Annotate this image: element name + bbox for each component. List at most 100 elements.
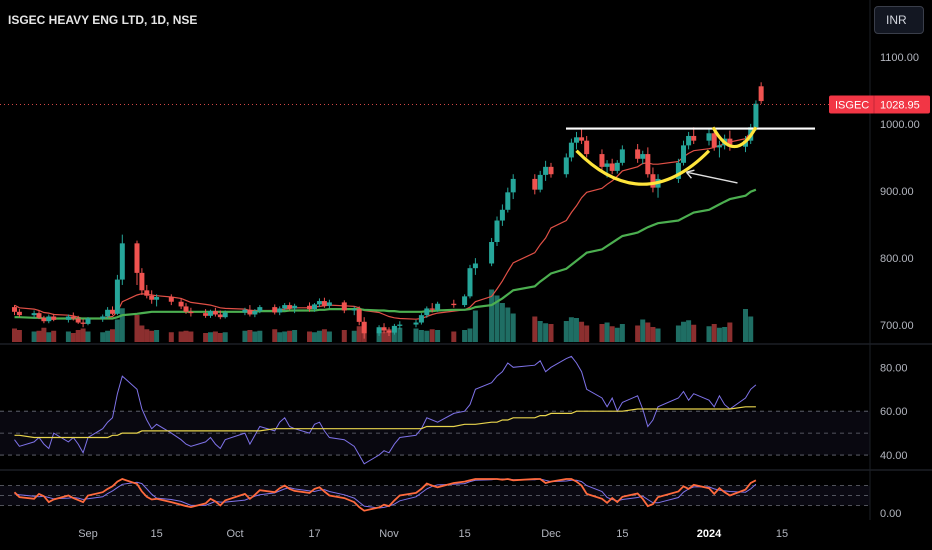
volume-bar bbox=[397, 327, 403, 342]
volume-bar bbox=[119, 308, 125, 342]
candle-body bbox=[635, 149, 641, 159]
volume-bar bbox=[287, 330, 293, 342]
candle-body bbox=[272, 307, 278, 313]
volume-bar bbox=[16, 330, 22, 342]
candle-body bbox=[139, 272, 145, 291]
candle-body bbox=[100, 316, 106, 319]
volume-bar bbox=[252, 331, 258, 342]
rsi-line bbox=[14, 355, 757, 465]
volume-bar bbox=[472, 310, 478, 342]
candle-body bbox=[351, 309, 357, 311]
candle-body bbox=[326, 302, 332, 306]
candle-body bbox=[247, 309, 253, 315]
candle-body bbox=[532, 178, 538, 190]
volume-bar bbox=[208, 332, 213, 342]
ema-slow-line bbox=[14, 188, 757, 320]
candle-body bbox=[217, 314, 223, 318]
candle-body bbox=[467, 268, 473, 297]
x-tick-label: 17 bbox=[308, 528, 320, 540]
volume-bar bbox=[505, 307, 511, 342]
candle-body bbox=[203, 313, 209, 316]
volume-bar bbox=[584, 325, 590, 342]
candle-body bbox=[675, 162, 681, 179]
last-price-value: 1028.95 bbox=[880, 99, 920, 111]
ema-lines bbox=[14, 126, 757, 320]
currency-button[interactable]: INR bbox=[874, 6, 924, 34]
x-tick-label: 2024 bbox=[697, 528, 722, 540]
price-tick-label: 700.00 bbox=[880, 320, 914, 332]
last-price-tag bbox=[829, 95, 930, 114]
volume-bar bbox=[743, 309, 748, 342]
candle-body bbox=[36, 313, 42, 318]
volume-bar bbox=[183, 330, 189, 342]
candle-body bbox=[716, 145, 722, 148]
candle-body bbox=[110, 309, 115, 314]
volume-bar bbox=[100, 332, 106, 342]
rsi-tick-label: 60.00 bbox=[880, 406, 908, 418]
cup-and-handle-annotation bbox=[566, 126, 815, 186]
volume-bar bbox=[489, 289, 495, 342]
volume-bar bbox=[675, 325, 681, 342]
candle-body bbox=[650, 174, 656, 188]
volume-bar bbox=[548, 324, 554, 342]
candle-body bbox=[579, 137, 585, 141]
volume-bar bbox=[691, 324, 697, 342]
volume-bar bbox=[321, 329, 327, 342]
candle-body bbox=[277, 308, 283, 313]
candle-body bbox=[599, 154, 605, 167]
volume-bar bbox=[341, 330, 347, 342]
volume-bar bbox=[467, 328, 473, 342]
candle-body bbox=[75, 318, 81, 323]
candle-body bbox=[609, 163, 615, 171]
volume-bar bbox=[134, 315, 140, 342]
volume-bar bbox=[65, 331, 71, 342]
candle-body bbox=[510, 178, 516, 193]
volume-bar bbox=[499, 303, 505, 342]
candle-body bbox=[321, 301, 327, 306]
candle-body bbox=[316, 301, 322, 305]
volume-bar bbox=[650, 327, 656, 342]
volume-bar bbox=[722, 327, 728, 342]
candle-body bbox=[361, 321, 367, 334]
candle-body bbox=[188, 311, 194, 314]
candle-body bbox=[489, 242, 495, 264]
volume-bar bbox=[543, 323, 549, 342]
price-tick-label: 1000.00 bbox=[880, 119, 920, 131]
candle-body bbox=[462, 296, 468, 306]
volume-bar bbox=[222, 332, 228, 342]
volume-bar bbox=[681, 321, 687, 342]
volume-bar bbox=[203, 333, 209, 342]
volume-bar bbox=[326, 331, 332, 342]
volume-bar bbox=[307, 331, 313, 342]
volume-bar bbox=[316, 330, 322, 342]
volume-bar bbox=[144, 329, 150, 342]
candles bbox=[12, 82, 764, 339]
volume-bar bbox=[532, 316, 538, 342]
volume-bar bbox=[619, 324, 625, 342]
candle-body bbox=[12, 307, 17, 312]
candle-body bbox=[386, 330, 392, 333]
volume-bar bbox=[70, 333, 76, 342]
candle-body bbox=[686, 135, 692, 146]
volume-bar bbox=[292, 330, 298, 342]
x-tick-label: 15 bbox=[458, 528, 470, 540]
candle-body bbox=[604, 163, 610, 167]
volume-bar bbox=[168, 332, 174, 342]
candle-body bbox=[494, 220, 500, 243]
candle-body bbox=[435, 303, 441, 310]
volume-bar bbox=[609, 326, 615, 342]
volume-bar bbox=[75, 330, 81, 342]
candle-body bbox=[134, 243, 140, 273]
candle-body bbox=[472, 263, 478, 269]
price-tick-label: 1100.00 bbox=[880, 52, 919, 64]
candle-body bbox=[691, 135, 697, 141]
candle-body bbox=[429, 308, 435, 310]
x-tick-label: 15 bbox=[150, 528, 162, 540]
volume-bar bbox=[41, 327, 47, 342]
candle-body bbox=[753, 103, 759, 128]
candle-body bbox=[257, 307, 263, 312]
candle-body bbox=[758, 86, 764, 102]
volume-bar bbox=[36, 330, 42, 342]
last-price-symbol: ISGEC bbox=[835, 99, 869, 111]
